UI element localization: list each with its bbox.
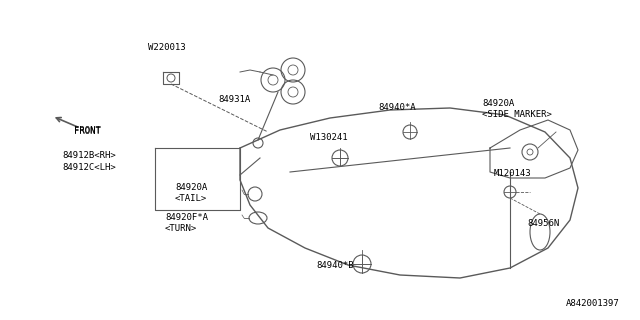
Text: <SIDE MARKER>: <SIDE MARKER> <box>482 110 552 119</box>
Text: 84940*B: 84940*B <box>316 261 354 270</box>
Text: 84912C<LH>: 84912C<LH> <box>62 163 116 172</box>
Text: <TAIL>: <TAIL> <box>175 194 207 203</box>
Text: 84912B<RH>: 84912B<RH> <box>62 151 116 160</box>
Text: FRONT: FRONT <box>74 126 101 135</box>
Text: 84920A: 84920A <box>482 99 515 108</box>
Text: 84920F*A: 84920F*A <box>165 213 208 222</box>
Text: <TURN>: <TURN> <box>165 224 197 233</box>
Text: 84920A: 84920A <box>175 183 207 192</box>
Text: 84956N: 84956N <box>527 219 559 228</box>
Text: W220013: W220013 <box>148 43 186 52</box>
Text: M120143: M120143 <box>494 169 532 178</box>
Text: 84940*A: 84940*A <box>378 103 415 112</box>
Text: FRONT: FRONT <box>74 127 101 136</box>
Text: A842001397: A842001397 <box>566 299 620 308</box>
Text: W130241: W130241 <box>310 133 348 142</box>
Text: 84931A: 84931A <box>218 95 250 104</box>
